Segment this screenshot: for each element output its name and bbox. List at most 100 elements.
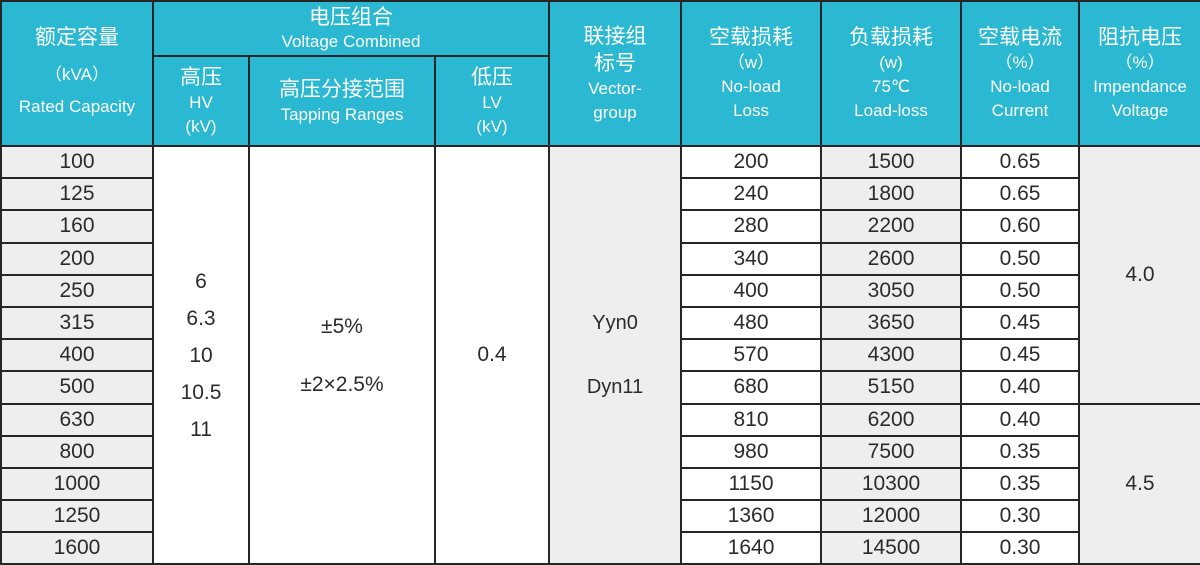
no-load-loss-value: 1150 [680, 466, 823, 502]
no-load-current-value: 0.45 [960, 305, 1081, 341]
table-row: 1600 1640 14500 0.30 [0, 531, 1200, 565]
capacity-value: 630 [0, 402, 154, 437]
header-voltage-combined: 电压组合 Voltage Combined [151, 0, 551, 57]
header-hv: 高压 HV (kV) [152, 55, 250, 147]
header-vector-group-text: 联接组 标号 Vector- group [551, 23, 679, 125]
no-load-current-value: 0.40 [960, 370, 1081, 405]
tapping-range-cell: ±5% ±2×2.5% [248, 144, 436, 565]
no-load-current-value: 0.30 [960, 499, 1081, 534]
capacity-value: 1250 [0, 499, 154, 534]
table-row: 800 980 7500 0.35 [0, 434, 1200, 469]
hv-values-cell: 6 6.3 10 10.5 11 [152, 144, 250, 565]
header-load-loss: 负载损耗 (w) 75℃ Load-loss [820, 0, 963, 147]
header-voltage-combined-en: Voltage Combined [281, 31, 421, 51]
load-loss-value: 1500 [820, 144, 963, 180]
no-load-current-value: 0.65 [960, 144, 1081, 180]
header-rated-capacity: 额定容量 （kVA） Rated Capacity [0, 0, 154, 147]
header-hv-zh: 高压 [180, 65, 222, 89]
header-voltage-combined-zh: 电压组合 [309, 5, 394, 29]
header-hv-en: HV (kV) [185, 92, 217, 136]
header-load-loss-text: 负载损耗 (w) 75℃ Load-loss [823, 24, 959, 123]
load-loss-value: 10300 [820, 466, 963, 502]
load-loss-value: 4300 [820, 338, 963, 373]
no-load-current-value: 0.60 [960, 209, 1081, 244]
header-lv-text: 低压 LV (kV) [437, 64, 547, 139]
header-vector-group-zh: 联接组 标号 [583, 24, 647, 75]
no-load-loss-value: 1360 [680, 499, 823, 534]
table-row: 1000 1150 10300 0.35 [0, 466, 1200, 502]
header-no-load-loss-text: 空载损耗 （w） No-load Loss [683, 24, 819, 123]
no-load-loss-value: 480 [680, 305, 823, 341]
no-load-current-value: 0.65 [960, 177, 1081, 212]
header-no-load-current: 空载电流 （%） No-load Current [960, 0, 1081, 147]
load-loss-value: 2600 [820, 241, 963, 276]
header-lv-zh: 低压 [471, 65, 514, 89]
table-row: 125 240 1800 0.65 [0, 177, 1200, 212]
lv-value-cell: 0.4 [433, 144, 551, 565]
capacity-value: 315 [0, 305, 154, 341]
table-row: 250 400 3050 0.50 [0, 273, 1200, 308]
no-load-loss-value: 200 [680, 144, 823, 180]
header-lv: 低压 LV (kV) [433, 55, 551, 147]
header-rated-capacity-en: （kVA） Rated Capacity [18, 65, 136, 116]
header-rated-capacity-text: 额定容量 （kVA） Rated Capacity [3, 24, 151, 123]
no-load-current-value: 0.45 [960, 338, 1081, 373]
header-vector-group: 联接组 标号 Vector- group [548, 0, 683, 147]
no-load-loss-value: 1640 [680, 531, 823, 565]
header-impedance-voltage-zh: 阻抗电压 [1098, 26, 1183, 49]
header-tapping-ranges: 高压分接范围 Tapping Ranges [248, 55, 436, 147]
capacity-value: 1000 [0, 466, 154, 502]
load-loss-value: 12000 [820, 499, 963, 534]
load-loss-value: 6200 [820, 402, 963, 437]
header-row-sub: 高压 HV (kV) 高压分接范围 Tapping Ranges 低压 LV (… [1, 55, 1200, 147]
table-row: 500 680 5150 0.40 [0, 370, 1200, 405]
no-load-current-value: 0.30 [960, 531, 1081, 565]
header-no-load-loss-en: （w） No-load Loss [721, 53, 781, 120]
capacity-value: 100 [0, 144, 154, 180]
no-load-loss-value: 810 [680, 402, 823, 437]
header-hv-text: 高压 HV (kV) [155, 64, 247, 139]
table-body: 100 6 6.3 10 10.5 11 ±5% ±2×2.5% 0.4 Yyn… [0, 144, 1200, 565]
capacity-value: 500 [0, 370, 154, 405]
no-load-loss-value: 570 [680, 338, 823, 373]
table-row: 200 340 2600 0.50 [0, 241, 1200, 276]
no-load-current-value: 0.50 [960, 273, 1081, 308]
capacity-value: 160 [0, 209, 154, 244]
load-loss-value: 7500 [820, 434, 963, 469]
no-load-current-value: 0.35 [960, 434, 1081, 469]
header-no-load-loss: 空载损耗 （w） No-load Loss [680, 0, 823, 147]
header-load-loss-zh: 负载损耗 [849, 26, 934, 49]
no-load-current-value: 0.40 [960, 402, 1081, 437]
load-loss-value: 3650 [820, 305, 963, 341]
table-row: 100 6 6.3 10 10.5 11 ±5% ±2×2.5% 0.4 Yyn… [0, 144, 1200, 565]
header-no-load-current-en: （%） No-load Current [990, 53, 1050, 120]
capacity-value: 125 [0, 177, 154, 212]
table-row: 400 570 4300 0.45 [0, 338, 1200, 373]
header-no-load-loss-zh: 空载损耗 [709, 26, 794, 49]
load-loss-value: 1800 [820, 177, 963, 212]
header-voltage-combined-text: 电压组合 Voltage Combined [155, 5, 547, 53]
capacity-value: 400 [0, 338, 154, 373]
impedance-group2-cell: 4.5 [1078, 402, 1200, 565]
vector-group-cell: Yyn0 Dyn11 [548, 144, 683, 565]
header-impedance-voltage-en: （%） Impendance Voltage [1093, 53, 1187, 120]
table-row: 630 810 6200 0.40 4.5 [0, 402, 1200, 565]
header-lv-en: LV (kV) [476, 92, 508, 136]
table-row: 315 480 3650 0.45 [0, 305, 1200, 341]
table-row: 1250 1360 12000 0.30 [0, 499, 1200, 534]
no-load-loss-value: 680 [680, 370, 823, 405]
no-load-loss-value: 240 [680, 177, 823, 212]
header-impedance-voltage-text: 阻抗电压 （%） Impendance Voltage [1081, 24, 1199, 123]
header-rated-capacity-zh: 额定容量 [35, 26, 119, 49]
header-vector-group-en: Vector- group [588, 78, 642, 122]
capacity-value: 800 [0, 434, 154, 469]
load-loss-value: 14500 [820, 531, 963, 565]
header-tapping-ranges-en: Tapping Ranges [280, 104, 404, 124]
header-tapping-ranges-text: 高压分接范围 Tapping Ranges [251, 76, 433, 127]
no-load-loss-value: 340 [680, 241, 823, 276]
capacity-value: 250 [0, 273, 154, 308]
header-tapping-ranges-zh: 高压分接范围 [279, 77, 405, 101]
capacity-value: 200 [0, 241, 154, 276]
load-loss-value: 3050 [820, 273, 963, 308]
